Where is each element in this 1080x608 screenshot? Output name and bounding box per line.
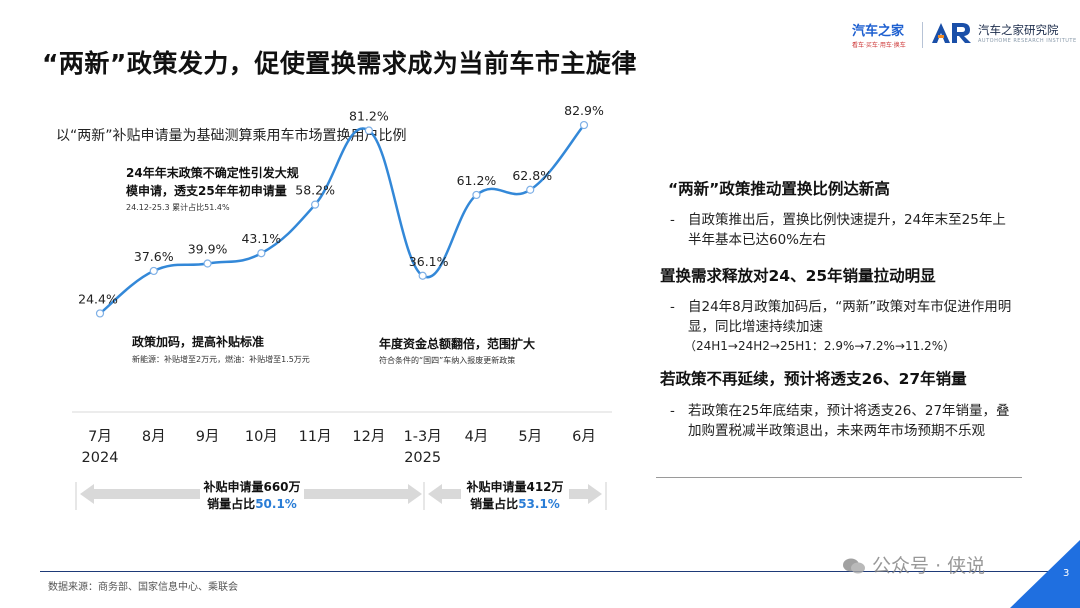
data-point xyxy=(311,200,320,209)
institute-logo: 汽车之家研究院 AUTOHOME RESEARCH INSTITUTE xyxy=(930,22,1077,44)
section-2-bullet: - 自24年8月政策加码后，“两新”政策对车市促进作用明显，同比增速持续加速 xyxy=(670,299,1012,335)
x-tick-label: 12月 xyxy=(352,429,385,445)
data-point xyxy=(203,259,212,268)
autohome-logo-tagline: 看车·买车·用车·换车 xyxy=(852,42,906,49)
data-point xyxy=(472,190,481,200)
footer-line xyxy=(40,571,1080,572)
x-tick-label: 7月 2024 xyxy=(82,429,119,466)
section-3-bullet: - 若政策在25年底结束，预计将透支26、27年销量，叠加购置税减半政策退出，未来… xyxy=(670,403,1010,439)
x-tick-label: 6月 xyxy=(572,429,596,445)
section-2-heading: 置换需求释放对24、25年销量拉动明显 xyxy=(660,267,936,285)
chart-title: 以“两新”补贴申请量为基础测算乘用车市场置换用户比例 xyxy=(56,128,407,144)
watermark: 公众号 · 侠说 xyxy=(842,551,985,578)
data-point xyxy=(526,185,535,194)
section-2-note: （24H1→24H2→25H1：2.9%→7.2%→11.2%） xyxy=(684,339,956,353)
summary-2025-line1: 补贴申请量412万 xyxy=(465,479,563,494)
institute-name: 汽车之家研究院 xyxy=(978,23,1059,37)
summary-2025-value: 53.1% xyxy=(518,497,560,511)
page-title: “两新”政策发力，促使置换需求成为当前车市主旋律 xyxy=(42,49,637,78)
section-1-heading: “两新”政策推动置换比例达新高 xyxy=(668,180,890,198)
section-1-bullet: - 自政策推出后，置换比例快速提升，24年末至25年上半年基本已达60%左右 xyxy=(670,212,1006,248)
institute-name-en: AUTOHOME RESEARCH INSTITUTE xyxy=(978,38,1077,44)
data-label: 81.2% xyxy=(349,109,389,124)
watermark-text: 公众号 · 侠说 xyxy=(872,555,986,577)
data-point xyxy=(257,249,266,258)
autohome-logo-name: 汽车之家 xyxy=(852,24,905,39)
data-point xyxy=(579,120,589,130)
data-point xyxy=(418,271,427,280)
summary-2024-line2: 销量占比50.1% xyxy=(207,496,297,511)
annotation-1-note: 24.12-25.3 累计占比51.4% xyxy=(126,202,230,212)
x-tick-label: 4月 xyxy=(465,429,489,445)
bracket-2024-label-bg xyxy=(200,478,304,512)
summary-2025-line2: 销量占比53.1% xyxy=(470,496,560,511)
period-bracket-2025: 补贴申请量412万 销量占比53.1% xyxy=(423,478,607,512)
data-point xyxy=(149,266,158,276)
data-source: 数据来源：商务部、国家信息中心、乘联会 xyxy=(48,582,238,593)
data-label: 24.4% xyxy=(78,291,118,306)
annotation-3-title: 年度资金总额翻倍，范围扩大 xyxy=(379,336,535,351)
section-2-bullet-text: 自24年8月政策加码后，“两新”政策对车市促进作用明显，同比增速持续加速 xyxy=(688,299,1012,335)
autohome-logo: 汽车之家 看车·买车·用车·换车 xyxy=(852,20,906,49)
x-tick-label: 10月 xyxy=(245,429,278,445)
data-point xyxy=(95,309,105,318)
bracket-2025-label-bg xyxy=(461,478,569,512)
annotation-2-note: 新能源：补贴增至2万元，燃油：补贴增至1.5万元 xyxy=(132,354,310,364)
section-3-bullet-text: 若政策在25年底结束，预计将透支26、27年销量，叠加购置税减半政策退出，未来两… xyxy=(688,403,1010,439)
data-label: 39.9% xyxy=(188,242,228,257)
logo-divider xyxy=(922,22,923,48)
data-label: 62.8% xyxy=(512,168,552,183)
data-label: 36.1% xyxy=(409,254,449,269)
right-panel-divider xyxy=(656,477,1022,478)
data-point xyxy=(364,126,373,135)
wechat-icon xyxy=(843,558,865,574)
institute-mark-icon xyxy=(932,23,971,43)
data-label: 58.2% xyxy=(295,183,335,198)
section-3-heading: 若政策不再延续，预计将透支26、27年销量 xyxy=(660,370,967,388)
x-tick-label: 11月 xyxy=(299,429,332,445)
corner-decoration xyxy=(1010,540,1080,608)
period-bracket-2024: 补贴申请量660万 销量占比50.1% xyxy=(75,478,422,512)
data-label: 82.9% xyxy=(564,103,604,118)
data-label: 37.6% xyxy=(134,249,174,264)
page-number: 3 xyxy=(1063,568,1070,579)
data-label: 43.1% xyxy=(241,231,281,246)
x-tick-label: 1-3月 2025 xyxy=(404,429,442,466)
x-tick-label: 5月 xyxy=(518,429,542,445)
annotation-2-title: 政策加码，提高补贴标准 xyxy=(132,334,264,349)
summary-2024-prefix: 销量占比 xyxy=(207,496,255,511)
data-label: 61.2% xyxy=(457,173,497,188)
annotation-3-note: 符合条件的“国四”车纳入报废更新政策 xyxy=(379,355,515,365)
x-tick-label: 8月 xyxy=(142,429,166,445)
annotation-1-title-line2: 模申请，透支25年年初申请量 xyxy=(126,183,287,198)
section-1-bullet-text: 自政策推出后，置换比例快速提升，24年末至25年上半年基本已达60%左右 xyxy=(688,212,1006,248)
series-line xyxy=(99,124,585,315)
summary-2025-prefix: 销量占比 xyxy=(470,496,518,511)
annotation-1-title-line1: 24年年末政策不确定性引发大规 xyxy=(126,165,299,180)
summary-2024-value: 50.1% xyxy=(255,497,297,511)
x-tick-label: 9月 xyxy=(196,429,220,445)
summary-2024-line1: 补贴申请量660万 xyxy=(202,479,300,494)
